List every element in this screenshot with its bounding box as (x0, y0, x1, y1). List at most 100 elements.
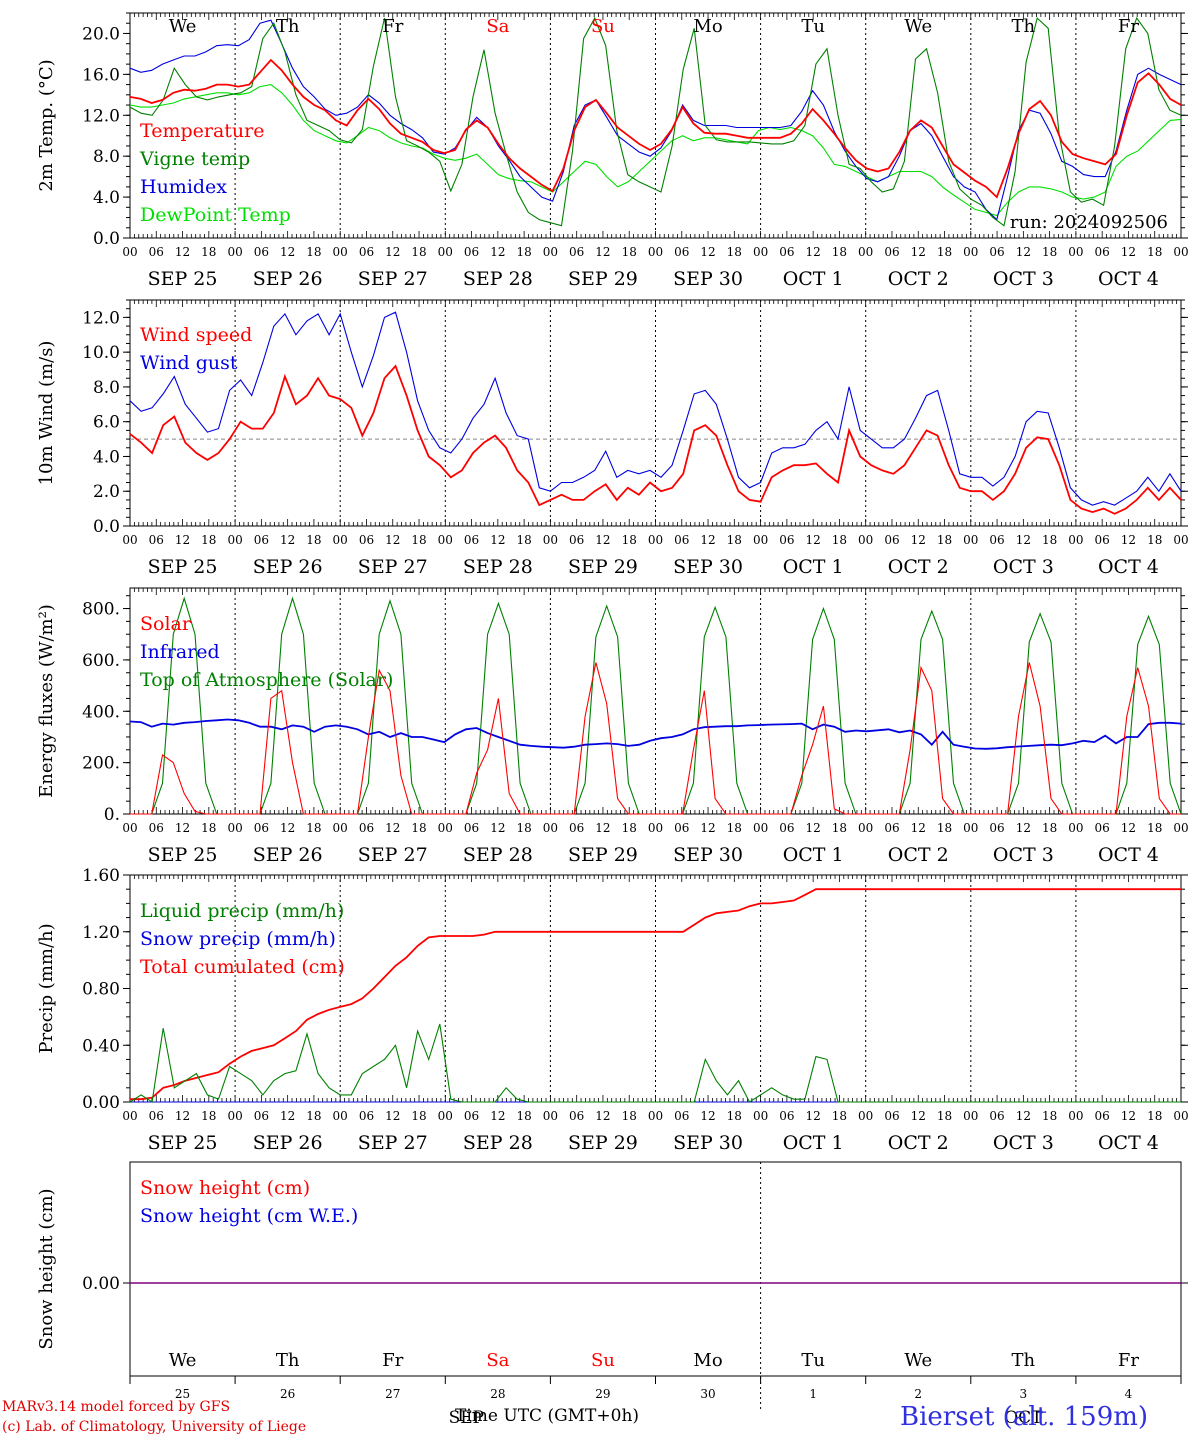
hour-tick-label: 12 (911, 1109, 926, 1123)
date-label: SEP 25 (148, 556, 218, 578)
hour-tick-label: 18 (201, 533, 216, 547)
hour-tick-label: 12 (911, 245, 926, 259)
date-label: SEP 30 (673, 268, 743, 290)
legend-entry: Infrared (140, 641, 220, 663)
legend-entry: DewPoint Temp (140, 204, 291, 226)
date-label: SEP 25 (148, 268, 218, 290)
hour-tick-label: 00 (333, 821, 348, 835)
hour-tick-label: 12 (1016, 821, 1031, 835)
panel-precip: 00 06 12 18 SEP 25 00 06 12 18 SEP 26 00 06 12 18 SEP … (36, 866, 1189, 1154)
weekday-label: Tu (801, 16, 825, 37)
hour-tick-label: 06 (569, 533, 584, 547)
weekday-label: Th (276, 1350, 300, 1371)
weekday-label: Fr (382, 16, 403, 37)
y-axis-label: Snow height (cm) (36, 1188, 57, 1349)
y-tick-label: 1.20 (82, 923, 120, 943)
series-line (129, 718, 1182, 750)
hour-tick-label: 12 (1016, 245, 1031, 259)
hour-tick-label: 18 (832, 245, 847, 259)
hour-tick-label: 18 (516, 1109, 531, 1123)
hour-tick-label: 18 (201, 1109, 216, 1123)
hour-ticks (129, 13, 1182, 238)
hour-tick-label: 12 (175, 821, 190, 835)
date-label: SEP 28 (463, 1132, 533, 1154)
hour-tick-label: 12 (700, 533, 715, 547)
hour-tick-label: 18 (1042, 821, 1057, 835)
date-label: SEP 29 (568, 1132, 638, 1154)
series-line (129, 58, 1182, 199)
date-label: SEP 30 (673, 556, 743, 578)
hour-tick-label: 12 (490, 1109, 505, 1123)
hour-tick-label: 00 (543, 533, 558, 547)
hour-tick-label: 06 (1095, 1109, 1110, 1123)
hour-tick-label: 18 (937, 245, 952, 259)
hour-tick-label: 12 (806, 821, 821, 835)
hour-tick-label: 18 (306, 245, 321, 259)
hour-tick-label: 18 (727, 1109, 742, 1123)
legend-entry: Wind speed (140, 324, 252, 346)
y-tick-label: 0.0 (93, 517, 120, 537)
hour-tick-label: 18 (1147, 1109, 1162, 1123)
hour-tick-label: 18 (937, 1109, 952, 1123)
month-label: OCT (1004, 1408, 1043, 1428)
hour-tick-label: 18 (1042, 1109, 1057, 1123)
hour-tick-label: 12 (595, 1109, 610, 1123)
hour-tick-label: 06 (989, 821, 1004, 835)
hour-tick-label: 00 (648, 1109, 663, 1123)
hour-tick-label: 06 (779, 821, 794, 835)
hour-tick-label: 12 (806, 533, 821, 547)
legend-entry: Solar (140, 613, 192, 635)
hour-tick-label: 00 (227, 821, 242, 835)
hour-tick-label: 06 (1095, 245, 1110, 259)
hour-tick-label: 12 (1121, 533, 1136, 547)
legend-entry: Snow height (cm) (140, 1177, 310, 1199)
y-tick-label: 1.60 (82, 866, 120, 886)
weekday-label: Sa (486, 1350, 509, 1371)
weekday-label: Su (591, 1350, 615, 1371)
hour-tick-label: 18 (1147, 533, 1162, 547)
weekday-label: Fr (1118, 16, 1139, 37)
weekday-label: Su (591, 16, 615, 37)
y-tick-label: 800. (82, 600, 120, 620)
day-number: 2 (914, 1387, 922, 1401)
hour-tick-label: 00 (227, 245, 242, 259)
y-tick-label: 0. (104, 805, 120, 825)
y-tick-label: 8.0 (93, 378, 120, 398)
date-label: SEP 25 (148, 844, 218, 866)
date-label: SEP 28 (463, 844, 533, 866)
series-line (129, 311, 1182, 506)
date-label: OCT 1 (783, 1132, 844, 1154)
y-tick-label: 6.0 (93, 413, 120, 433)
legend-entry: Humidex (140, 176, 227, 198)
date-label: SEP 26 (253, 268, 323, 290)
hour-tick-label: 06 (569, 1109, 584, 1123)
x-axis-title: Time UTC (GMT+0h) (455, 1406, 640, 1426)
hour-tick-label: 12 (700, 245, 715, 259)
hour-tick-label: 00 (858, 1109, 873, 1123)
y-tick-label: 2.0 (93, 482, 120, 502)
plot-frame (129, 587, 1182, 815)
hour-tick-label: 12 (700, 1109, 715, 1123)
series-line (130, 662, 1181, 815)
run-annotation: run: 2024092506 (1010, 212, 1168, 233)
hour-tick-label: 18 (622, 245, 637, 259)
y-tick-label: 10.0 (82, 343, 120, 363)
hour-ticks (129, 300, 1182, 526)
hour-tick-label: 06 (464, 245, 479, 259)
hour-tick-label: 12 (595, 821, 610, 835)
series-line (129, 16, 1182, 227)
day-number: 25 (175, 1387, 190, 1401)
hour-tick-label: 06 (1095, 533, 1110, 547)
hour-tick-label: 12 (280, 533, 295, 547)
hour-tick-label: 00 (438, 245, 453, 259)
series-line (129, 364, 1182, 515)
date-label: SEP 29 (568, 844, 638, 866)
date-label: OCT 2 (888, 556, 949, 578)
hour-tick-label: 00 (543, 1109, 558, 1123)
date-label: SEP 26 (253, 1132, 323, 1154)
hour-tick-label: 06 (359, 1109, 374, 1123)
hour-tick-label: 00 (1173, 1109, 1188, 1123)
day-number: 29 (595, 1387, 610, 1401)
day-number: 26 (280, 1387, 295, 1401)
hour-tick-label: 00 (438, 533, 453, 547)
